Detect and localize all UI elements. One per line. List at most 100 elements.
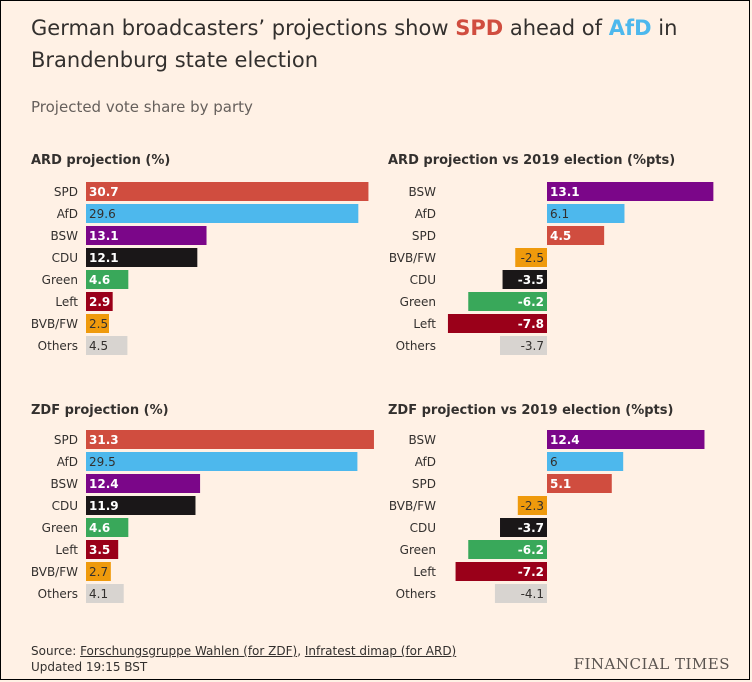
category-label-green: Green [400,543,436,557]
value-label-bvb-fw: -2.3 [521,499,544,513]
value-label-spd: 31.3 [89,433,119,447]
source-link-zdf[interactable]: Forschungsgruppe Wahlen (for ZDF) [80,644,298,658]
category-label-green: Green [42,521,78,535]
value-label-afd: 29.5 [89,455,116,469]
value-label-cdu: -3.7 [518,521,544,535]
bar-bsw [86,226,207,245]
value-label-left: 2.9 [89,295,110,309]
bar-spd [547,226,605,245]
bar-bsw [86,474,201,493]
category-label-others: Others [38,339,78,353]
bar-others [500,336,547,355]
category-label-green: Green [400,295,436,309]
category-label-afd: AfD [415,207,436,221]
updated-time: Updated 19:15 BST [31,660,148,674]
zdf-panel-title: ZDF projection (%) [31,403,169,418]
ard-change-chart: BSW 13.1 AfD 6.1 SPD 4.5 BVB/FW -2.5 CDU -3.5 Gree… [389,182,714,355]
category-label-bvb-fw: BVB/FW [389,499,436,513]
category-label-spd: SPD [54,185,78,199]
category-label-others: Others [396,587,436,601]
zdf-change-panel-title: ZDF projection vs 2019 election (%pts) [388,403,674,418]
chart-title: German broadcasters’ projections show SP… [31,16,678,72]
value-label-cdu: 12.1 [89,251,119,265]
value-label-left: 3.5 [89,543,110,557]
value-label-others: -4.1 [521,587,544,601]
category-label-afd: AfD [57,207,78,221]
category-label-left: Left [413,565,436,579]
bar-afd [547,204,625,223]
category-label-left: Left [413,317,436,331]
value-label-bsw: 12.4 [89,477,119,491]
category-label-cdu: CDU [410,273,436,287]
bar-afd [86,452,358,471]
title-spd: SPD [455,16,504,40]
ft-logo: FINANCIAL TIMES [573,655,730,673]
value-label-cdu: -3.5 [518,273,544,287]
value-label-bvb-fw: 2.7 [89,565,108,579]
bar-left [86,292,113,311]
value-label-spd: 4.5 [550,229,571,243]
value-label-afd: 6.1 [550,207,569,221]
footer: Source: Forschungsgruppe Wahlen (for ZDF… [31,643,456,675]
category-label-bvb-fw: BVB/FW [389,251,436,265]
category-label-left: Left [55,543,78,557]
zdf-change-chart: BSW 12.4 AfD 6 SPD 5.1 BVB/FW -2.3 CDU -3.7 Green -… [389,430,705,603]
value-label-bsw: 13.1 [550,185,580,199]
category-label-bsw: BSW [408,433,436,447]
zdf-projection-chart: SPD 31.3 AfD 29.5 BSW 12.4 CDU 11.9 Green 4.6 Left… [31,430,374,603]
bar-bsw [547,182,714,201]
bar-cdu [500,518,547,537]
bar-left [86,540,119,559]
category-label-spd: SPD [54,433,78,447]
bar-bvb-fw [86,314,109,333]
bar-spd [547,474,612,493]
bar-cdu [86,496,196,515]
chart-subtitle: Projected vote share by party [31,98,253,116]
value-label-others: 4.5 [89,339,108,353]
category-label-spd: SPD [412,229,436,243]
value-label-left: -7.2 [518,565,544,579]
value-label-afd: 6 [550,455,558,469]
value-label-others: 4.1 [89,587,108,601]
category-label-others: Others [396,339,436,353]
bar-green [468,540,547,559]
bar-left [447,314,547,333]
bar-green [86,270,129,289]
ard-panel-title: ARD projection (%) [31,153,171,168]
bar-others [494,584,547,603]
category-label-cdu: CDU [410,521,436,535]
value-label-spd: 5.1 [550,477,571,491]
source-link-ard[interactable]: Infratest dimap (for ARD) [304,644,457,658]
value-label-bvb-fw: 2.5 [89,317,108,331]
bar-afd [86,204,359,223]
bar-bvb-fw [517,496,547,515]
bar-bvb-fw [86,562,111,581]
bar-spd [86,182,369,201]
value-label-green: 4.6 [89,521,110,535]
category-label-green: Green [42,273,78,287]
bar-bvb-fw [515,248,547,267]
category-label-afd: AfD [415,455,436,469]
title-afd: AfD [608,16,652,40]
category-label-bvb-fw: BVB/FW [31,317,78,331]
category-label-left: Left [55,295,78,309]
bar-green [86,518,129,537]
category-label-afd: AfD [57,455,78,469]
category-label-bsw: BSW [50,229,78,243]
bar-others [86,584,124,603]
bar-bsw [547,430,705,449]
value-label-bsw: 12.4 [550,433,580,447]
value-label-bsw: 13.1 [89,229,119,243]
category-label-bvb-fw: BVB/FW [31,565,78,579]
value-label-green: 4.6 [89,273,110,287]
bar-cdu [502,270,547,289]
bar-green [468,292,547,311]
ard-change-panel-title: ARD projection vs 2019 election (%pts) [388,153,676,168]
category-label-bsw: BSW [50,477,78,491]
category-label-cdu: CDU [52,499,78,513]
bar-others [86,336,128,355]
bar-afd [547,452,624,471]
source-line: Source: Forschungsgruppe Wahlen (for ZDF… [31,644,457,658]
value-label-green: -6.2 [518,543,544,557]
